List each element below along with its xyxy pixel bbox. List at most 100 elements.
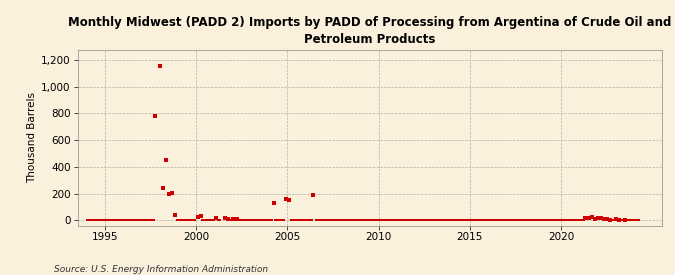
Point: [577, 218, 588, 222]
Point: [524, 218, 535, 222]
Point: [620, 218, 630, 222]
Point: [507, 218, 518, 222]
Point: [383, 218, 394, 222]
Point: [246, 218, 256, 222]
Point: [609, 218, 620, 222]
Point: [327, 218, 338, 222]
Point: [568, 218, 578, 222]
Point: [510, 218, 521, 222]
Point: [547, 218, 558, 222]
Point: [203, 218, 214, 222]
Point: [126, 218, 136, 222]
Point: [630, 218, 641, 222]
Point: [506, 218, 516, 222]
Point: [150, 114, 161, 118]
Point: [513, 218, 524, 222]
Point: [317, 218, 328, 222]
Point: [520, 218, 531, 222]
Point: [271, 218, 282, 222]
Point: [480, 218, 491, 222]
Point: [431, 218, 442, 222]
Point: [385, 218, 396, 222]
Point: [384, 218, 395, 222]
Point: [608, 218, 618, 222]
Point: [441, 218, 452, 222]
Point: [562, 218, 572, 222]
Point: [478, 218, 489, 222]
Point: [121, 218, 132, 222]
Point: [429, 218, 440, 222]
Point: [628, 218, 639, 222]
Point: [244, 218, 255, 222]
Point: [270, 218, 281, 222]
Point: [133, 218, 144, 222]
Point: [530, 218, 541, 222]
Point: [477, 218, 487, 222]
Point: [364, 218, 375, 222]
Point: [398, 218, 408, 222]
Point: [337, 218, 348, 222]
Point: [486, 218, 497, 222]
Point: [549, 218, 560, 222]
Point: [84, 218, 95, 222]
Point: [259, 218, 270, 222]
Point: [428, 218, 439, 222]
Point: [500, 218, 510, 222]
Point: [458, 218, 469, 222]
Point: [227, 217, 238, 221]
Point: [190, 218, 200, 222]
Point: [408, 218, 419, 222]
Point: [542, 218, 553, 222]
Point: [180, 218, 191, 222]
Point: [206, 218, 217, 222]
Point: [522, 218, 533, 222]
Point: [236, 218, 247, 222]
Point: [354, 218, 364, 222]
Point: [103, 218, 113, 222]
Point: [621, 218, 632, 222]
Point: [501, 218, 512, 222]
Point: [439, 218, 450, 222]
Point: [433, 218, 443, 222]
Point: [303, 218, 314, 222]
Point: [183, 218, 194, 222]
Point: [373, 218, 384, 222]
Point: [516, 218, 527, 222]
Point: [296, 218, 306, 222]
Point: [377, 218, 387, 222]
Point: [489, 218, 500, 222]
Point: [566, 218, 577, 222]
Point: [232, 217, 243, 221]
Point: [358, 218, 369, 222]
Point: [446, 218, 457, 222]
Point: [333, 218, 344, 222]
Point: [265, 218, 276, 222]
Point: [294, 218, 305, 222]
Point: [215, 218, 226, 222]
Point: [557, 218, 568, 222]
Point: [313, 218, 323, 222]
Point: [205, 218, 215, 222]
Point: [504, 218, 515, 222]
Point: [188, 218, 198, 222]
Point: [130, 218, 141, 222]
Point: [169, 213, 180, 217]
Point: [388, 218, 399, 222]
Point: [128, 218, 139, 222]
Point: [107, 218, 118, 222]
Point: [322, 218, 333, 222]
Point: [209, 218, 220, 222]
Point: [487, 218, 498, 222]
Point: [539, 218, 549, 222]
Point: [248, 218, 259, 222]
Point: [329, 218, 340, 222]
Point: [515, 218, 526, 222]
Point: [261, 218, 271, 222]
Point: [606, 218, 617, 222]
Point: [226, 218, 237, 222]
Point: [576, 218, 587, 222]
Point: [493, 218, 504, 222]
Point: [427, 218, 437, 222]
Point: [366, 218, 377, 222]
Point: [252, 218, 263, 222]
